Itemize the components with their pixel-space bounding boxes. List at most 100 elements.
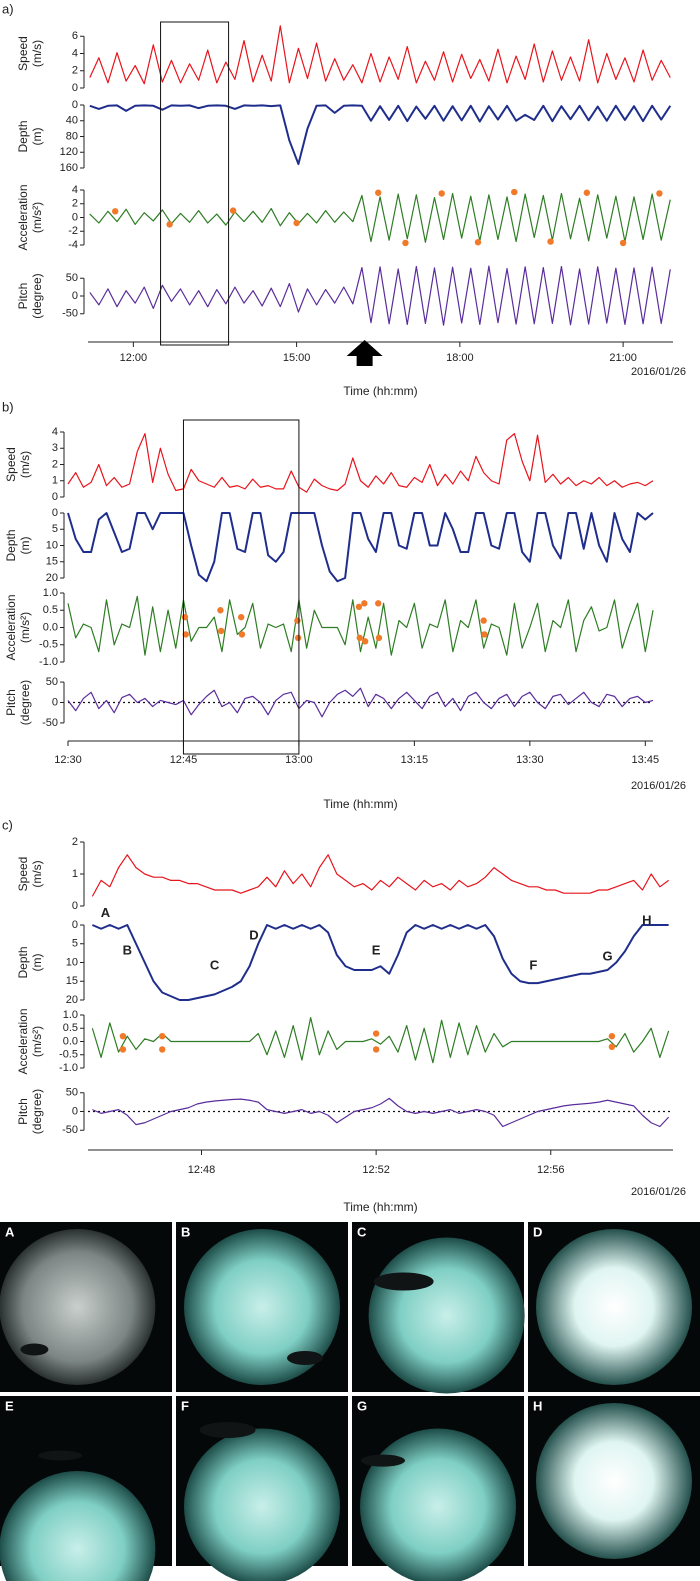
- y-tick-label: 1: [72, 868, 78, 880]
- y-tick-label: 15: [66, 975, 78, 987]
- y-tick-label: 50: [46, 676, 58, 688]
- signal-line: [89, 265, 671, 326]
- y-tick-label: 0: [72, 290, 78, 302]
- x-axis-label: Time (hh:mm): [343, 384, 417, 398]
- y-axis-label: (m): [30, 128, 44, 146]
- signal-line: [67, 512, 654, 583]
- x-tick-label: 12:30: [54, 754, 82, 766]
- y-tick-label: -50: [62, 1124, 78, 1136]
- event-dot: [119, 1046, 127, 1053]
- event-dot: [159, 1033, 166, 1040]
- y-tick-label: 15: [46, 556, 58, 568]
- y-axis-label: (m): [30, 954, 44, 972]
- y-axis-label: Speed: [4, 447, 18, 482]
- signal-line: [91, 924, 669, 1001]
- y-tick-label: 160: [60, 162, 78, 174]
- y-tick-label: 3: [52, 442, 58, 454]
- y-tick-label: 1.0: [63, 1009, 78, 1021]
- signal-line: [91, 854, 669, 897]
- y-tick-label: 0: [72, 99, 78, 111]
- y-tick-label: 0.5: [63, 1022, 78, 1034]
- y-tick-label: 0: [72, 900, 78, 912]
- y-tick-label: 20: [66, 994, 78, 1006]
- y-tick-label: 0: [72, 211, 78, 223]
- y-tick-label: 20: [46, 572, 58, 584]
- x-tick-label: 12:52: [362, 1164, 390, 1176]
- y-tick-label: -1.0: [59, 1062, 78, 1074]
- dive-phase-label: D: [249, 928, 258, 943]
- event-dot: [619, 239, 627, 247]
- y-axis-label: (m/s): [30, 40, 44, 67]
- y-tick-label: 0.5: [43, 604, 58, 616]
- y-tick-label: -0.5: [59, 1049, 78, 1061]
- whale-silhouette: [360, 1454, 405, 1467]
- x-tick-label: 12:45: [170, 754, 198, 766]
- event-dot: [481, 631, 488, 638]
- panel-label: a): [2, 1, 14, 16]
- event-dot: [480, 617, 487, 624]
- y-axis-label: (degree): [30, 273, 44, 318]
- photo-label: A: [5, 1224, 15, 1239]
- camera-photo: G: [352, 1396, 524, 1581]
- y-tick-label: -0.5: [39, 639, 58, 651]
- y-tick-label: 5: [52, 523, 58, 535]
- y-axis-label: Depth: [16, 946, 30, 978]
- y-tick-label: 1: [52, 475, 58, 487]
- signal-line: [92, 1097, 670, 1128]
- y-tick-label: 2: [72, 198, 78, 210]
- y-tick-label: 0: [52, 507, 58, 519]
- y-axis-label: Pitch: [16, 283, 30, 310]
- y-tick-label: 1.0: [43, 587, 58, 599]
- event-dot: [608, 1033, 616, 1040]
- y-tick-label: 6: [72, 30, 78, 42]
- whale-silhouette: [199, 1422, 256, 1438]
- x-tick-label: 12:00: [120, 352, 148, 364]
- y-tick-label: 0: [72, 919, 78, 931]
- y-tick-label: 4: [72, 47, 78, 59]
- event-dot: [361, 638, 369, 645]
- event-dot: [217, 607, 224, 614]
- y-tick-label: 2: [72, 65, 78, 77]
- camera-photo: C: [352, 1222, 525, 1394]
- y-tick-label: 0: [72, 1105, 78, 1117]
- y-tick-label: 0.0: [43, 621, 58, 633]
- y-tick-label: 10: [46, 539, 58, 551]
- date-label: 2016/01/26: [631, 1186, 686, 1198]
- photo-label: C: [357, 1224, 367, 1239]
- x-tick-label: 13:30: [516, 754, 544, 766]
- photo-light: [368, 1237, 525, 1394]
- y-tick-label: 80: [66, 130, 78, 142]
- camera-photo: D: [528, 1222, 700, 1392]
- event-dot: [375, 634, 383, 642]
- whale-silhouette: [38, 1450, 83, 1461]
- panel-label: c): [2, 817, 13, 832]
- x-axis-label: Time (hh:mm): [323, 797, 397, 811]
- dive-phase-label: H: [642, 913, 651, 928]
- event-dot: [217, 627, 225, 635]
- y-axis-label: Acceleration: [16, 184, 30, 250]
- y-axis-label: Speed: [16, 36, 30, 71]
- event-dot: [237, 613, 245, 621]
- y-axis-label: Pitch: [4, 689, 18, 716]
- signal-line: [89, 104, 672, 166]
- photo-label: G: [357, 1398, 367, 1413]
- camera-photo: F: [176, 1396, 348, 1581]
- event-dot: [375, 189, 382, 196]
- photo-light: [536, 1403, 692, 1559]
- y-axis-label: (m/s): [18, 451, 32, 478]
- event-dot: [181, 613, 189, 621]
- event-dot: [293, 219, 300, 227]
- y-axis-label: (m): [18, 537, 32, 555]
- y-tick-label: 0.0: [63, 1035, 78, 1047]
- whale-silhouette: [373, 1272, 434, 1291]
- event-dot: [238, 631, 246, 638]
- y-tick-label: -1.0: [39, 656, 58, 668]
- whale-silhouette: [20, 1343, 49, 1356]
- y-tick-label: 0: [52, 696, 58, 708]
- y-tick-label: 50: [66, 272, 78, 284]
- dive-phase-label: B: [123, 943, 132, 958]
- y-tick-label: 4: [52, 426, 58, 438]
- event-dot: [119, 1033, 127, 1040]
- x-tick-label: 12:56: [537, 1164, 565, 1176]
